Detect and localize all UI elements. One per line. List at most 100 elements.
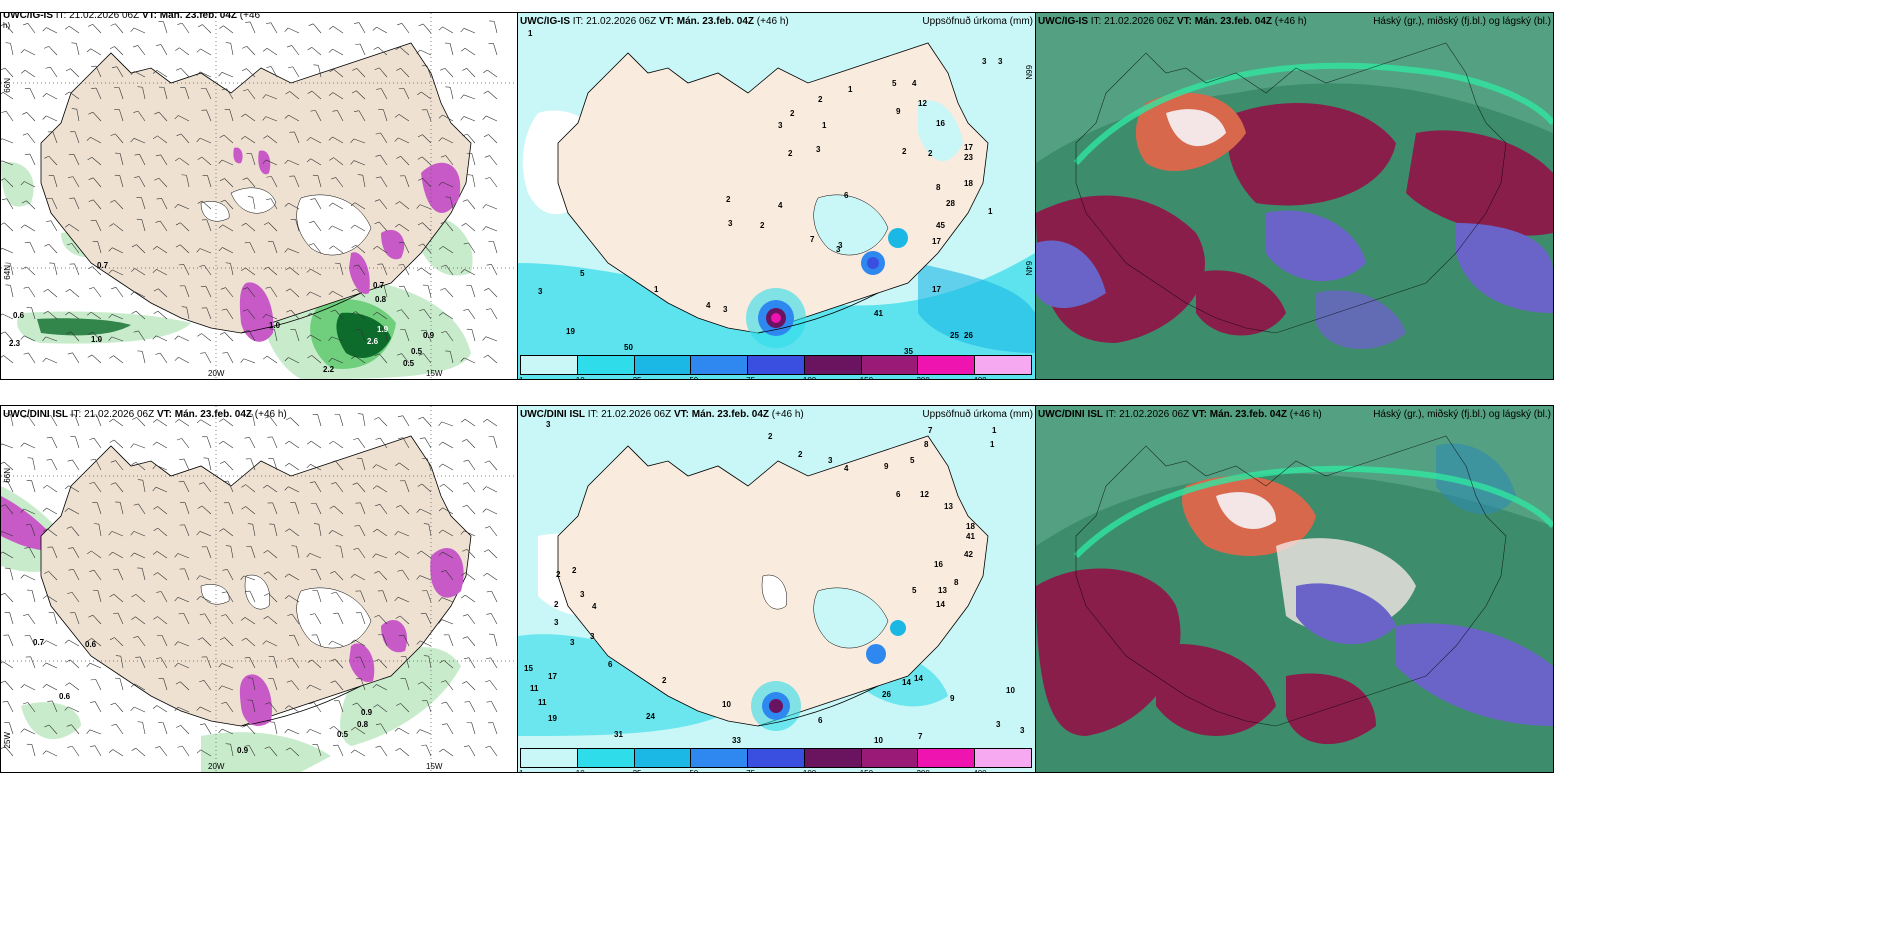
wind-barb: [468, 459, 476, 471]
wind-barb: [96, 502, 102, 515]
wind-barb-flag: [330, 482, 336, 485]
wind-barb: [118, 87, 124, 100]
wind-barb-flag: [328, 336, 332, 341]
wind-barb-flag: [284, 486, 289, 491]
wind-barb-flag: [351, 311, 356, 315]
wind-barb-flag: [65, 91, 70, 96]
wind-barb: [332, 225, 344, 232]
wind-barb-flag: [89, 481, 95, 485]
wind-barb-flag: [89, 437, 95, 440]
wind-barb: [48, 571, 58, 581]
wind-barb-flag: [131, 310, 137, 314]
wind-barb: [361, 458, 366, 471]
wind-barb: [471, 329, 476, 342]
wind-barb: [463, 28, 476, 34]
precip-value: 6: [608, 660, 613, 669]
wind-barb: [112, 269, 124, 276]
wind-barb-flag: [197, 24, 203, 28]
wind-barb: [362, 175, 366, 188]
precip-value: 3: [554, 618, 559, 627]
wind-barb-flag: [460, 94, 464, 99]
wind-barb: [360, 590, 366, 603]
wind-barb: [95, 87, 102, 100]
wind-barb: [29, 242, 36, 254]
colorbar-segment: 150: [860, 355, 919, 379]
wind-barb-flag: [196, 575, 201, 580]
precip-value: 1.0: [91, 335, 103, 344]
wind-barb-flag: [328, 530, 333, 535]
wind-barb: [157, 572, 168, 581]
grid-label-20w: 20W: [208, 762, 225, 771]
wind-barb-flag: [108, 749, 114, 753]
wind-barb-flag: [196, 531, 201, 536]
wind-barb-flag: [353, 110, 359, 113]
wind-barb-flag: [109, 418, 114, 423]
wind-barb: [135, 310, 146, 320]
wind-barb: [138, 330, 146, 342]
wind-barb: [26, 200, 36, 210]
precip-value: 50: [624, 343, 633, 352]
model-label: UWC/DINI ISL: [3, 409, 68, 420]
wind-barb-flag: [483, 549, 489, 553]
wind-barb-flag: [42, 750, 47, 755]
wind-barb-flag: [176, 438, 182, 441]
wind-barb: [95, 679, 102, 691]
wind-barb: [200, 596, 212, 603]
wind-barb: [314, 613, 322, 625]
wind-barb: [380, 745, 388, 757]
precip-value: 2: [760, 221, 765, 230]
wind-barb: [68, 224, 80, 232]
wind-barb: [442, 551, 454, 559]
wind-barb-flag: [1, 504, 6, 507]
wind-barb: [51, 459, 58, 471]
wind-barb: [138, 176, 146, 188]
wind-barb-flag: [438, 26, 443, 31]
wind-barb: [402, 437, 410, 449]
wind-barb: [227, 569, 234, 581]
wind-barb: [419, 729, 432, 735]
wind-barb-flag: [152, 269, 157, 274]
wind-barb-flag: [309, 702, 314, 705]
wind-barb-flag: [196, 749, 201, 754]
wind-barb-flag: [310, 502, 316, 505]
wind-barb: [265, 116, 278, 122]
wind-barb-flag: [264, 702, 270, 705]
wind-barb-flag: [240, 358, 245, 363]
wind-barb: [95, 220, 102, 232]
wind-barb: [357, 482, 366, 493]
wind-barb-flag: [174, 357, 179, 361]
wind-barb-flag: [397, 569, 403, 572]
wind-barb: [141, 568, 146, 581]
wind-barb: [403, 635, 410, 647]
wind-barb: [378, 570, 388, 581]
wind-barb-flag: [196, 248, 201, 253]
wind-barb-flag: [438, 246, 444, 250]
wind-barb-flag: [221, 308, 227, 311]
wind-barb: [404, 480, 410, 493]
wind-barb-flag: [398, 264, 404, 266]
wind-barb: [4, 222, 14, 232]
init-time: IT: 21.02.2026 06Z: [587, 409, 672, 420]
wind-barb: [310, 291, 322, 298]
colorbar-segment: 75: [746, 355, 805, 379]
wind-barb: [24, 335, 36, 342]
wind-barb: [204, 723, 212, 735]
wind-barb: [468, 657, 476, 669]
wind-barb: [420, 640, 432, 647]
wind-barb-flag: [485, 657, 491, 660]
wind-barb-flag: [110, 133, 116, 137]
wind-barb: [290, 417, 300, 427]
wind-barb-flag: [20, 70, 26, 74]
wind-barb: [156, 335, 168, 342]
wind-barb: [227, 352, 234, 364]
wind-barb-flag: [22, 133, 28, 136]
wind-barb: [333, 505, 344, 515]
wind-barb: [155, 486, 168, 493]
wind-barb-flag: [111, 66, 117, 69]
wind-barb-flag: [174, 419, 180, 423]
wind-barb-flag: [108, 269, 113, 274]
wind-barb-flag: [263, 484, 268, 489]
wind-barb-flag: [439, 483, 445, 488]
precip-value: 9: [884, 462, 889, 471]
precip-value: 11: [530, 684, 539, 693]
